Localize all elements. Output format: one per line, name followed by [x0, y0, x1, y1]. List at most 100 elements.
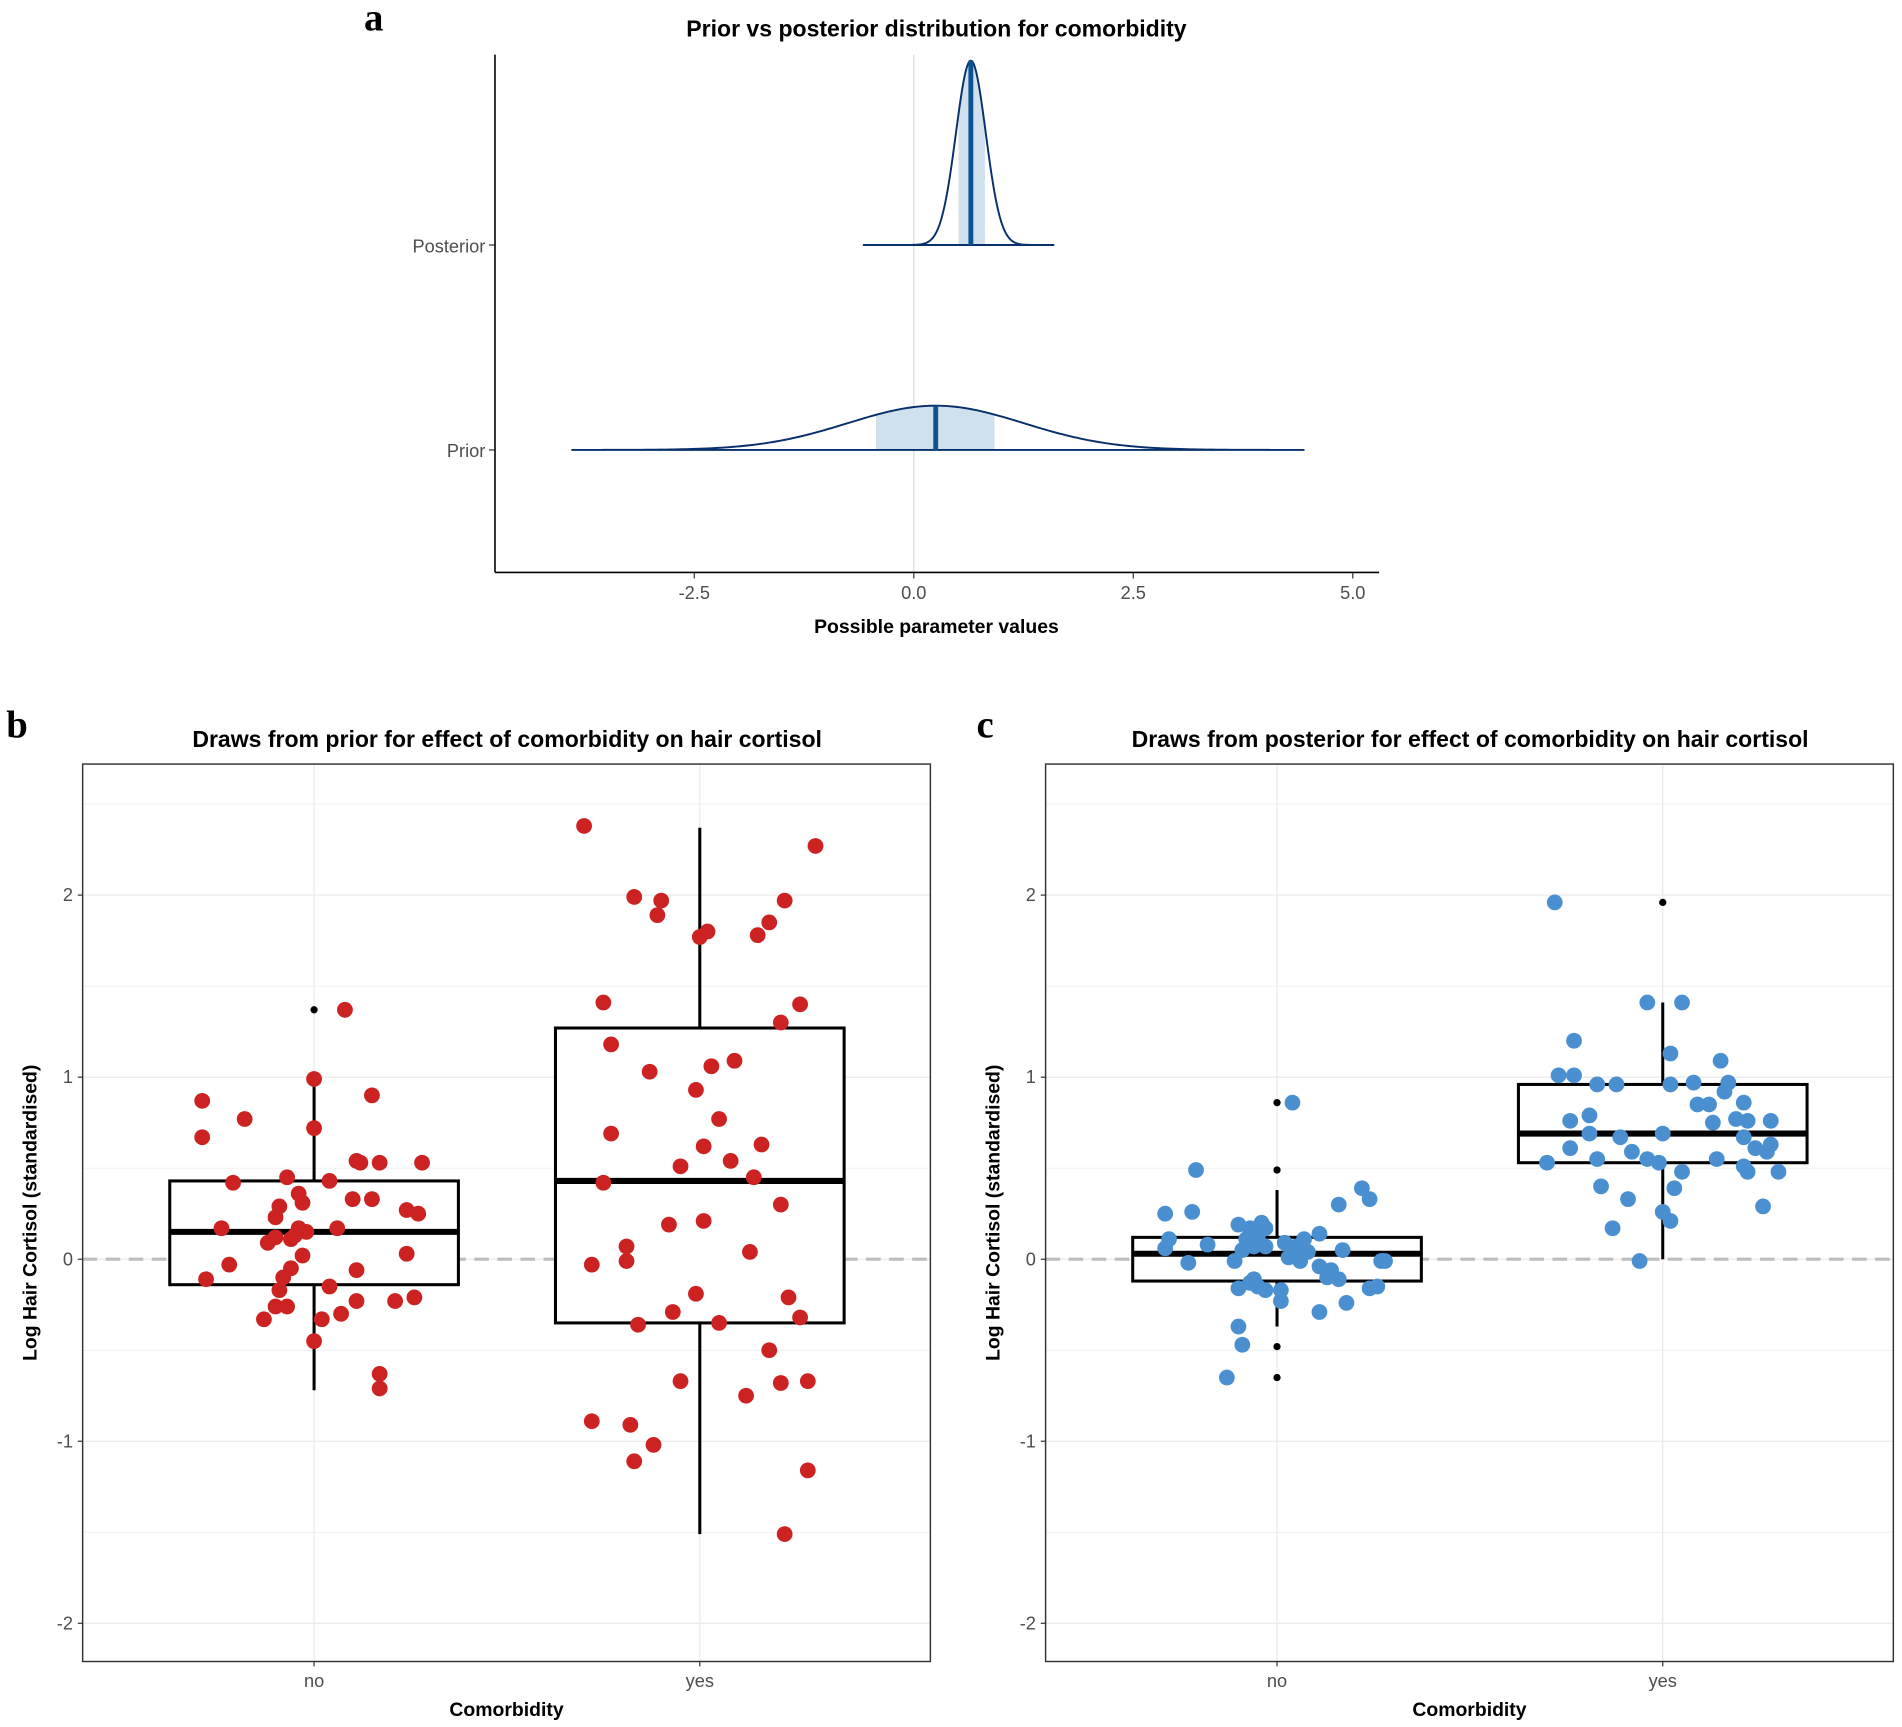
data-point — [792, 1309, 808, 1326]
chart-title: Draws from prior for effect of comorbidi… — [192, 726, 822, 752]
x-tick-label: -2.5 — [679, 583, 710, 603]
data-point — [198, 1271, 214, 1288]
data-point — [761, 1342, 778, 1359]
data-point — [1566, 1067, 1582, 1084]
data-point — [807, 838, 824, 854]
data-point — [1662, 1076, 1679, 1093]
outlier-point — [1273, 1166, 1281, 1174]
data-point — [344, 1191, 361, 1208]
x-axis-title: Possible parameter values — [814, 616, 1059, 638]
data-point — [1762, 1136, 1779, 1153]
data-point — [583, 1256, 600, 1273]
data-point — [1612, 1129, 1629, 1146]
data-point — [1735, 1129, 1752, 1146]
data-point — [414, 1154, 430, 1171]
y-tick-label: 2 — [63, 885, 73, 905]
data-point — [595, 1174, 612, 1191]
data-point — [194, 1092, 211, 1109]
x-tick-label: yes — [686, 1671, 714, 1691]
data-point — [1292, 1253, 1309, 1269]
data-point — [1188, 1162, 1204, 1178]
data-point — [711, 1111, 727, 1127]
data-point — [294, 1247, 311, 1264]
data-point — [626, 1453, 643, 1470]
data-point — [799, 1462, 816, 1479]
data-point — [1338, 1295, 1355, 1311]
y-tick-label: 1 — [63, 1067, 73, 1087]
data-point — [1689, 1096, 1706, 1113]
data-point — [1662, 1045, 1679, 1062]
data-point — [1562, 1140, 1579, 1157]
data-point — [1705, 1114, 1721, 1131]
density-curve-posterior — [862, 59, 1055, 246]
data-point — [221, 1256, 238, 1273]
data-point — [1716, 1083, 1733, 1100]
data-point — [1639, 994, 1656, 1011]
data-point — [1770, 1163, 1787, 1180]
data-point — [1674, 994, 1690, 1011]
x-axis-title: Comorbidity — [1412, 1699, 1526, 1721]
data-point — [645, 1436, 662, 1453]
data-point — [1330, 1271, 1347, 1288]
data-point — [271, 1282, 288, 1299]
y-tick-label: Posterior — [413, 236, 486, 256]
data-point — [742, 1244, 758, 1260]
outlier-point — [1273, 1099, 1281, 1107]
data-point — [776, 892, 793, 909]
data-point — [1685, 1074, 1702, 1091]
data-point — [279, 1298, 295, 1315]
data-point — [749, 927, 766, 944]
data-point — [1257, 1282, 1274, 1299]
data-point — [1311, 1304, 1328, 1320]
data-point — [1666, 1180, 1683, 1197]
data-point — [275, 1269, 292, 1286]
data-point — [1234, 1336, 1251, 1353]
data-point — [1728, 1111, 1744, 1127]
data-point — [688, 1285, 704, 1302]
data-point — [1546, 894, 1563, 911]
data-point — [1296, 1231, 1312, 1248]
panel-border — [1044, 763, 1895, 1663]
data-point — [1369, 1278, 1386, 1295]
data-point — [641, 1063, 658, 1080]
y-tick-label: 0 — [1026, 1249, 1036, 1269]
data-point — [792, 996, 808, 1013]
data-point — [1589, 1151, 1606, 1167]
data-point — [653, 892, 670, 909]
data-point — [306, 1333, 322, 1350]
data-point — [761, 914, 778, 931]
data-point — [306, 1120, 322, 1137]
data-point — [753, 1136, 770, 1153]
data-point — [626, 889, 643, 905]
data-point — [294, 1194, 311, 1211]
data-point — [688, 1082, 704, 1098]
data-point — [1230, 1318, 1247, 1335]
data-point — [1157, 1240, 1174, 1257]
data-point — [1273, 1293, 1289, 1309]
data-point — [1581, 1125, 1598, 1142]
data-point — [695, 1138, 712, 1155]
data-point — [321, 1278, 338, 1295]
data-point — [699, 923, 716, 940]
x-tick-label: no — [304, 1671, 324, 1691]
data-point — [1319, 1269, 1336, 1286]
x-tick-label: 2.5 — [1121, 583, 1146, 603]
data-point — [194, 1129, 211, 1146]
data-point — [321, 1173, 338, 1189]
data-point — [1631, 1253, 1648, 1269]
data-point — [1701, 1096, 1717, 1113]
panel-b: Draws from prior for effect of comorbidi… — [20, 726, 932, 1721]
data-point — [333, 1305, 349, 1322]
data-point — [1654, 1125, 1671, 1142]
data-point — [672, 1373, 689, 1390]
data-point — [1199, 1236, 1216, 1253]
data-point — [745, 1169, 762, 1186]
data-point — [313, 1311, 330, 1328]
data-point — [1284, 1094, 1301, 1111]
data-point — [1157, 1205, 1174, 1222]
data-point — [1620, 1191, 1636, 1208]
data-point — [1180, 1254, 1197, 1271]
data-point — [776, 1526, 793, 1542]
data-point — [1226, 1253, 1243, 1269]
